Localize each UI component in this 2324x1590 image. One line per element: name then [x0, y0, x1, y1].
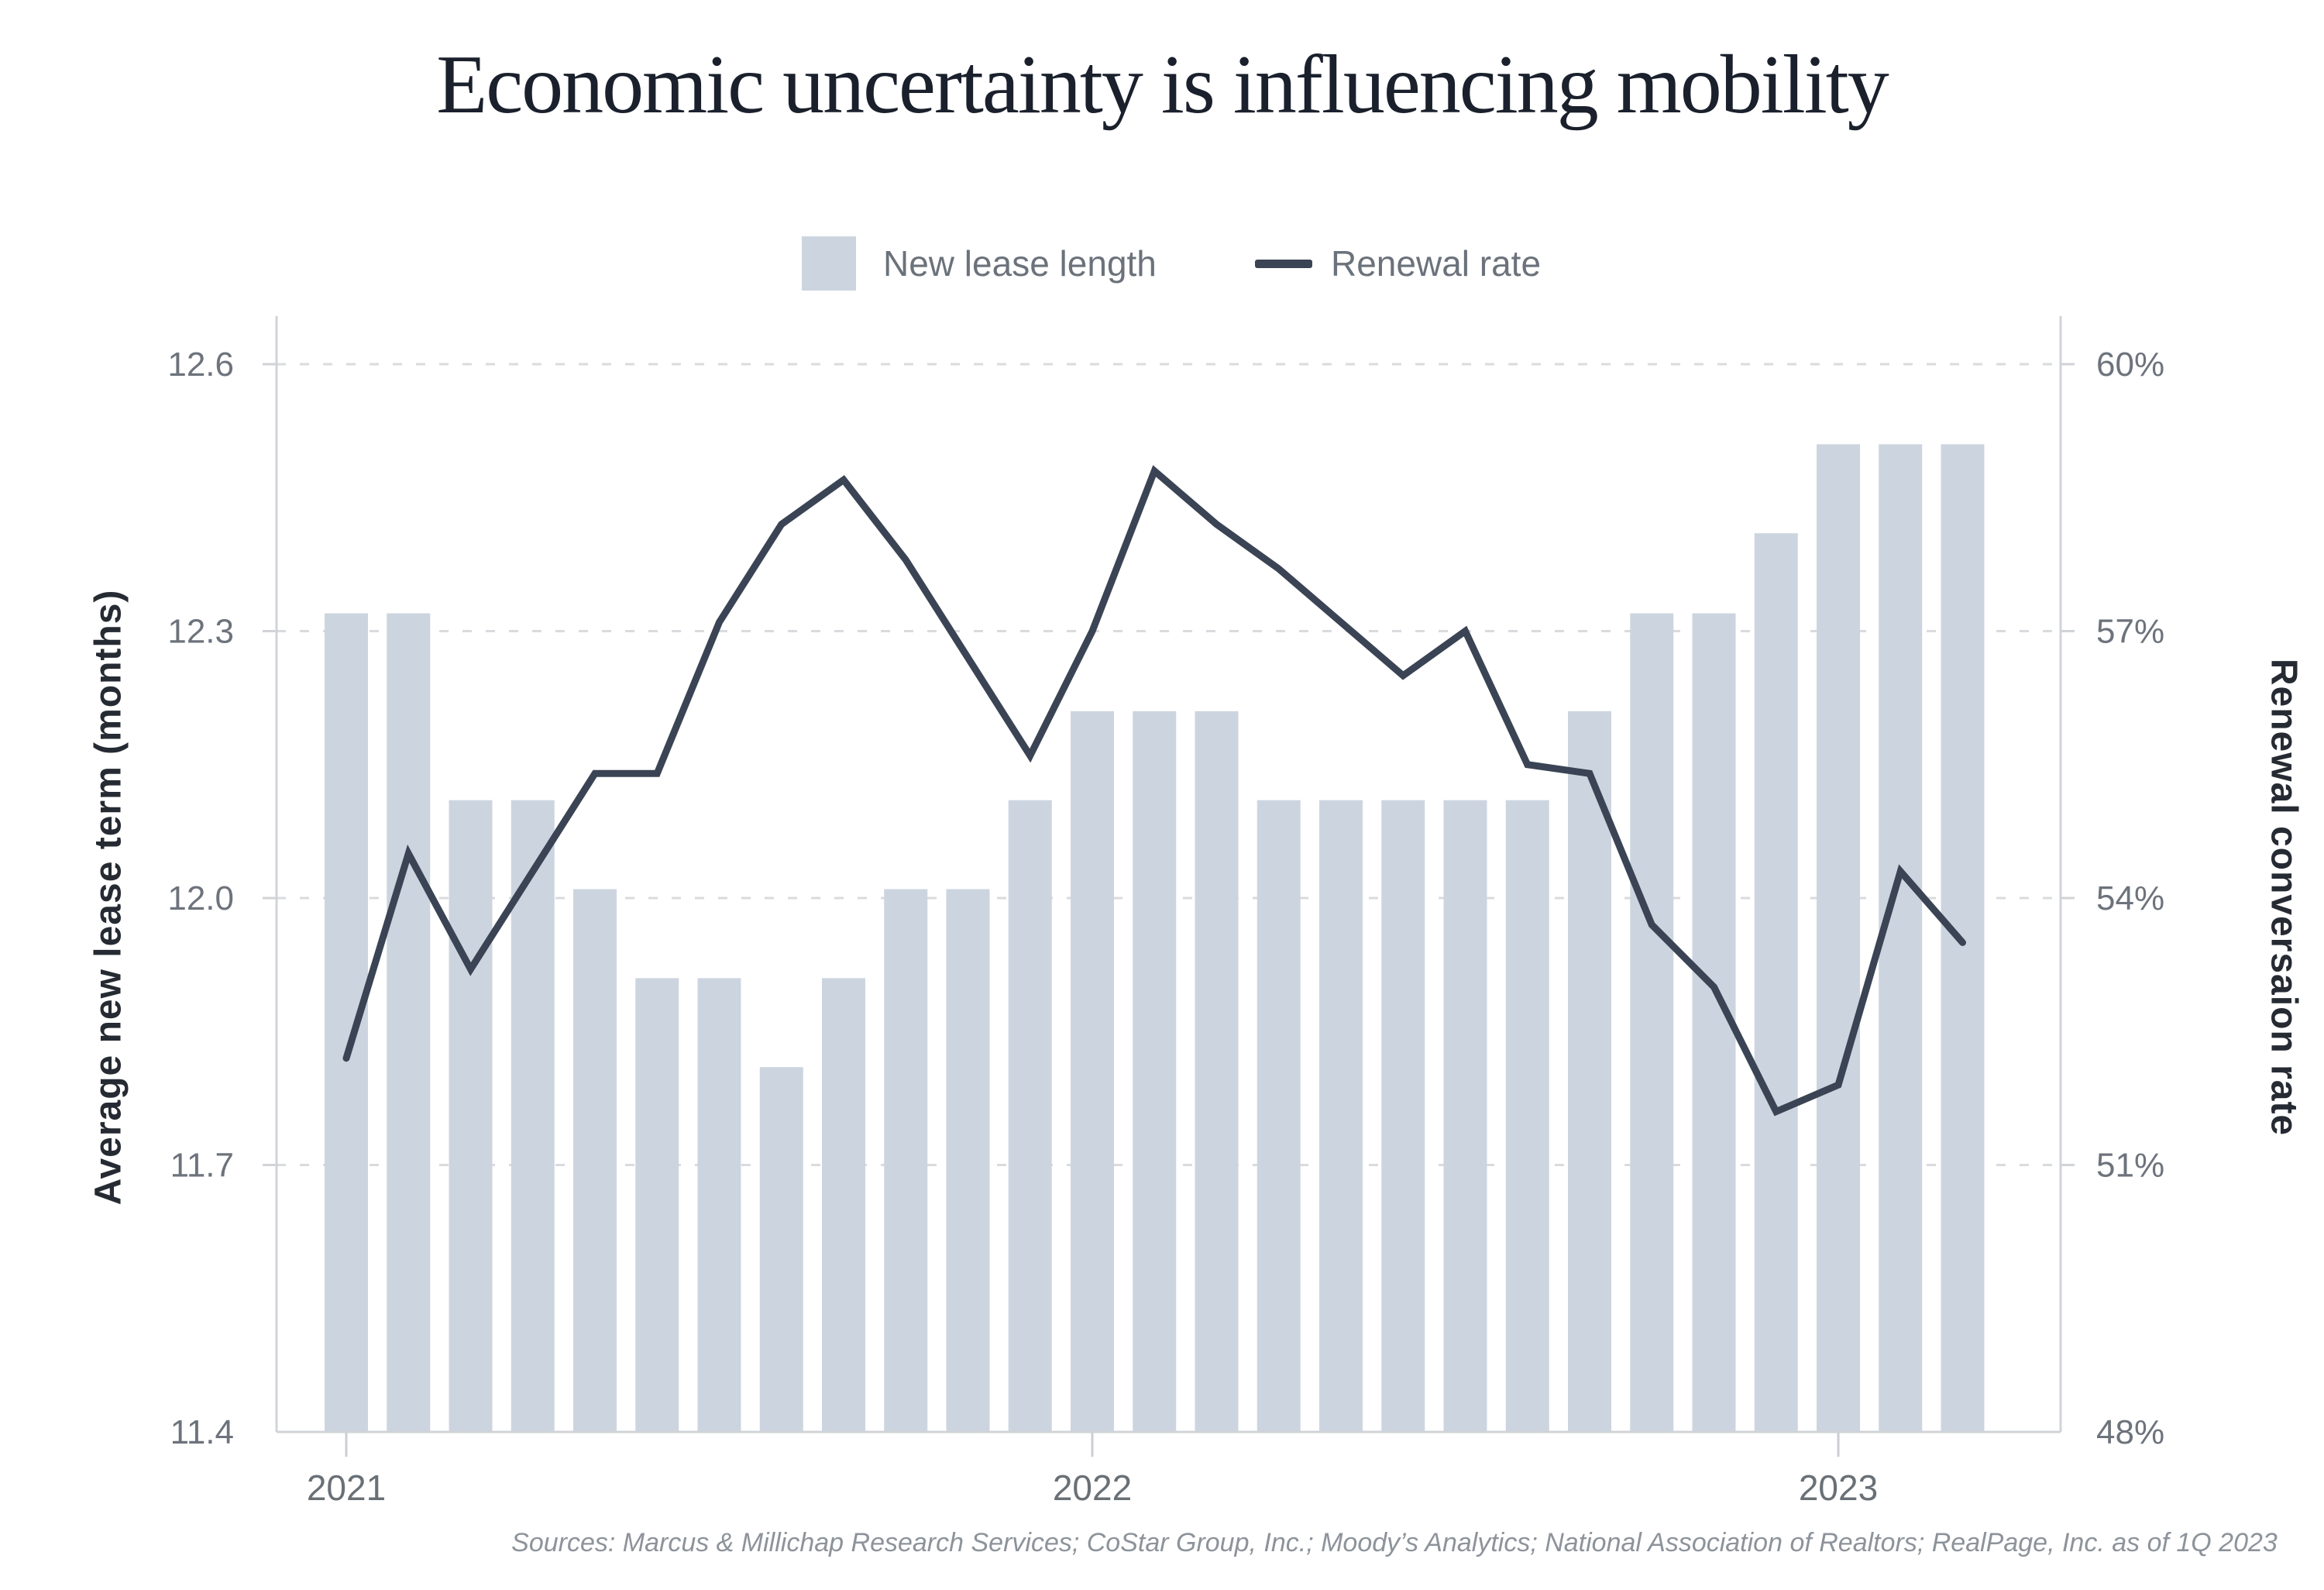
bar: [1817, 444, 1860, 1432]
x-axis-tick-labels: 2021 2022 2023: [307, 1433, 1878, 1508]
left-axis-tick-label: 11.4: [170, 1413, 234, 1451]
legend-bar-label: New lease length: [883, 243, 1157, 284]
renewal-rate-line: [342, 465, 1966, 1117]
bar: [1505, 800, 1549, 1432]
right-axis-tick-label: 57%: [2096, 612, 2164, 650]
x-axis-year-label: 2023: [1799, 1468, 1878, 1508]
bar-series: [325, 444, 1985, 1432]
bar: [946, 889, 990, 1432]
bar: [1133, 711, 1177, 1432]
x-axis-year-label: 2021: [307, 1468, 386, 1508]
bar: [822, 978, 865, 1432]
bar: [449, 800, 493, 1432]
line-series-swatch-icon: [1255, 260, 1312, 268]
bar: [387, 613, 431, 1432]
bar-series-swatch-icon: [802, 236, 856, 291]
right-axis-tick-labels: 60% 57% 54% 51% 48%: [2096, 346, 2164, 1451]
bar: [697, 978, 741, 1432]
bar: [1195, 711, 1239, 1432]
axes: [263, 316, 2075, 1433]
bar: [1630, 613, 1674, 1432]
x-axis-year-label: 2022: [1053, 1468, 1132, 1508]
bar: [884, 889, 928, 1432]
left-axis-tick-label: 11.7: [170, 1146, 234, 1184]
bar: [1071, 711, 1114, 1432]
source-note: Sources: Marcus & Millichap Research Ser…: [511, 1528, 2278, 1557]
bar: [573, 889, 617, 1432]
bar: [511, 800, 555, 1432]
bar: [1381, 800, 1425, 1432]
bar: [1754, 533, 1798, 1432]
right-axis-tick-label: 48%: [2096, 1413, 2164, 1451]
bar: [1257, 800, 1301, 1432]
left-axis-tick-label: 12.3: [167, 612, 234, 650]
bar: [1443, 800, 1487, 1432]
right-axis-tick-label: 60%: [2096, 346, 2164, 384]
bar: [1319, 800, 1363, 1432]
right-axis-tick-label: 51%: [2096, 1146, 2164, 1184]
bar: [1568, 711, 1611, 1432]
legend-line-label: Renewal rate: [1331, 243, 1542, 284]
legend: New lease length Renewal rate: [0, 235, 2324, 292]
bar: [325, 613, 368, 1432]
bar: [759, 1067, 803, 1432]
bar: [635, 978, 679, 1432]
left-axis-tick-labels: 12.6 12.3 12.0 11.7 11.4: [167, 346, 234, 1451]
chart-title: Economic uncertainty is influencing mobi…: [436, 39, 1889, 131]
left-axis-tick-label: 12.0: [167, 879, 234, 917]
bar: [1008, 800, 1052, 1432]
left-axis-tick-label: 12.6: [167, 346, 234, 384]
right-axis-tick-label: 54%: [2096, 879, 2164, 917]
bar: [1879, 444, 1923, 1432]
